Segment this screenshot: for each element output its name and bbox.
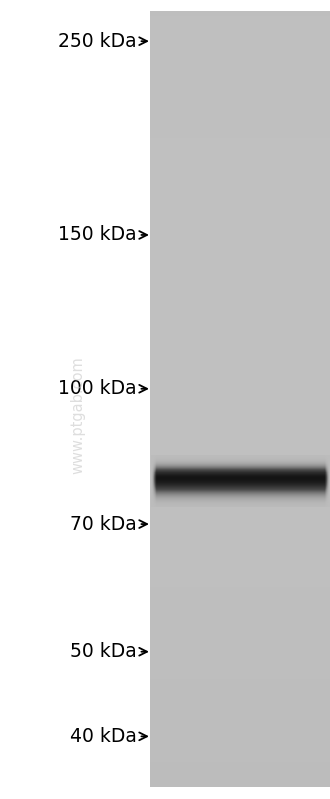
Text: 250 kDa: 250 kDa xyxy=(58,32,137,50)
Text: 100 kDa: 100 kDa xyxy=(58,380,137,398)
Text: 70 kDa: 70 kDa xyxy=(70,515,137,534)
Text: 150 kDa: 150 kDa xyxy=(58,225,137,244)
Text: 50 kDa: 50 kDa xyxy=(70,642,137,662)
Text: 40 kDa: 40 kDa xyxy=(70,727,137,745)
Text: www.ptgab.com: www.ptgab.com xyxy=(70,356,85,475)
